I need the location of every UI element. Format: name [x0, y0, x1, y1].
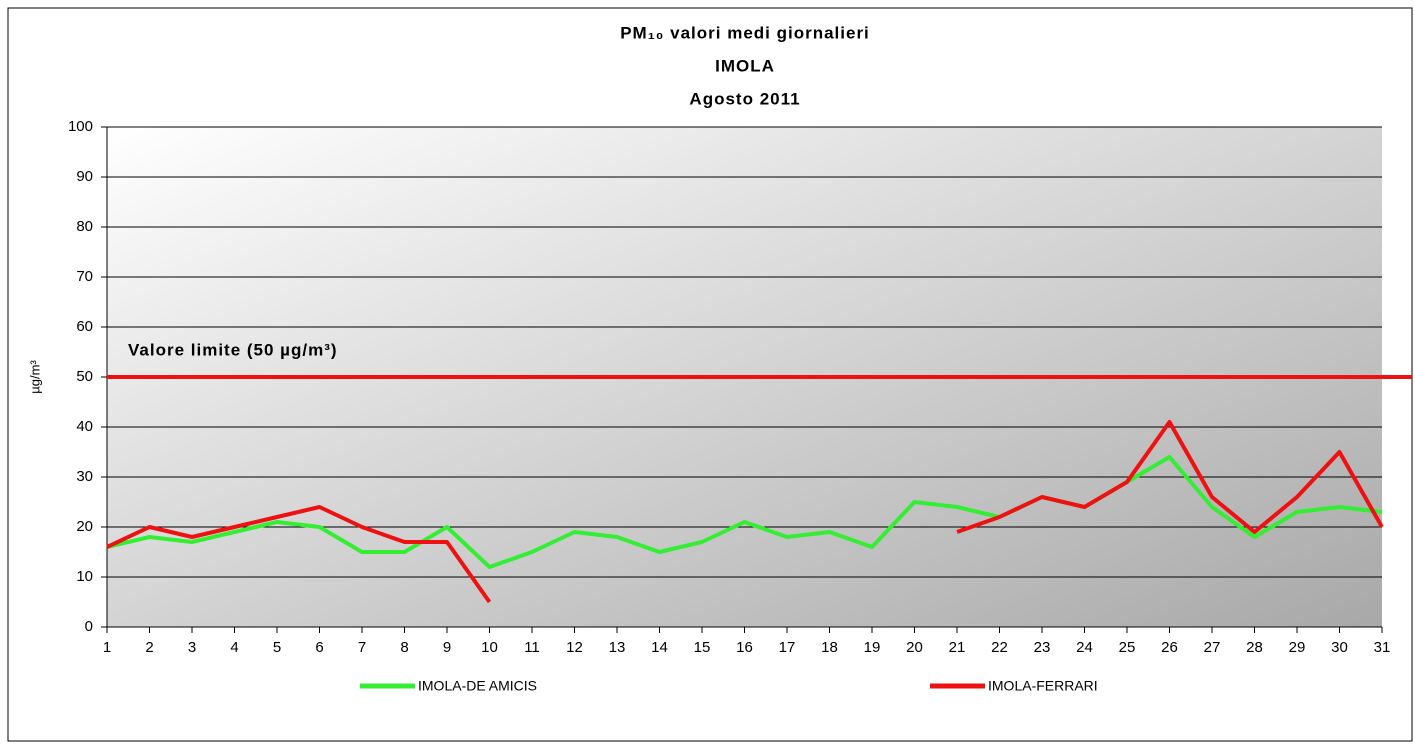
series-line: [106, 420, 1384, 604]
x-tick-label: 24: [1076, 639, 1093, 656]
x-tick-label: 10: [481, 639, 498, 656]
x-tick-label: 1: [103, 639, 111, 656]
y-tick-label: 100: [68, 118, 93, 135]
chart-title: IMOLA: [715, 56, 775, 75]
x-tick-label: 27: [1204, 639, 1221, 656]
y-tick-label: 50: [76, 368, 93, 385]
x-tick-label: 2: [145, 639, 153, 656]
x-tick-label: 23: [1034, 639, 1051, 656]
legend-label: IMOLA-DE AMICIS: [418, 678, 537, 694]
x-tick-label: 14: [651, 639, 668, 656]
y-tick-label: 30: [76, 468, 93, 485]
x-tick-label: 31: [1374, 639, 1391, 656]
y-axis-label: µg/m³: [27, 360, 42, 394]
x-tick-label: 6: [315, 639, 323, 656]
x-tick-label: 30: [1331, 639, 1348, 656]
series-line: [106, 455, 1383, 569]
y-tick-label: 10: [76, 568, 93, 585]
x-tick-label: 18: [821, 639, 838, 656]
limit-label: Valore limite (50 µg/m³): [128, 340, 338, 359]
chart-title: PM₁₀ valori medi giornalieri: [620, 23, 870, 42]
x-tick-label: 25: [1119, 639, 1136, 656]
y-tick-label: 20: [76, 518, 93, 535]
x-tick-label: 8: [400, 639, 408, 656]
y-tick-label: 90: [76, 168, 93, 185]
legend-label: IMOLA-FERRARI: [988, 678, 1098, 694]
x-tick-label: 20: [906, 639, 923, 656]
y-tick-label: 60: [76, 318, 93, 335]
x-tick-label: 26: [1161, 639, 1178, 656]
x-tick-label: 9: [443, 639, 451, 656]
x-tick-label: 11: [524, 639, 540, 656]
x-tick-label: 29: [1289, 639, 1306, 656]
chart-title: Agosto 2011: [689, 89, 800, 108]
x-tick-label: 17: [779, 639, 796, 656]
x-tick-label: 12: [566, 639, 583, 656]
x-tick-label: 5: [273, 639, 281, 656]
y-tick-label: 0: [85, 618, 93, 635]
x-tick-label: 19: [864, 639, 881, 656]
x-tick-label: 4: [230, 639, 238, 656]
x-tick-label: 16: [736, 639, 753, 656]
y-tick-label: 70: [76, 268, 93, 285]
y-tick-label: 80: [76, 218, 93, 235]
x-tick-label: 7: [358, 639, 366, 656]
x-tick-label: 15: [694, 639, 711, 656]
x-tick-label: 3: [188, 639, 196, 656]
x-tick-label: 28: [1246, 639, 1263, 656]
y-tick-label: 40: [76, 418, 93, 435]
x-tick-label: 13: [609, 639, 626, 656]
x-tick-label: 22: [991, 639, 1008, 656]
x-tick-label: 21: [949, 639, 966, 656]
